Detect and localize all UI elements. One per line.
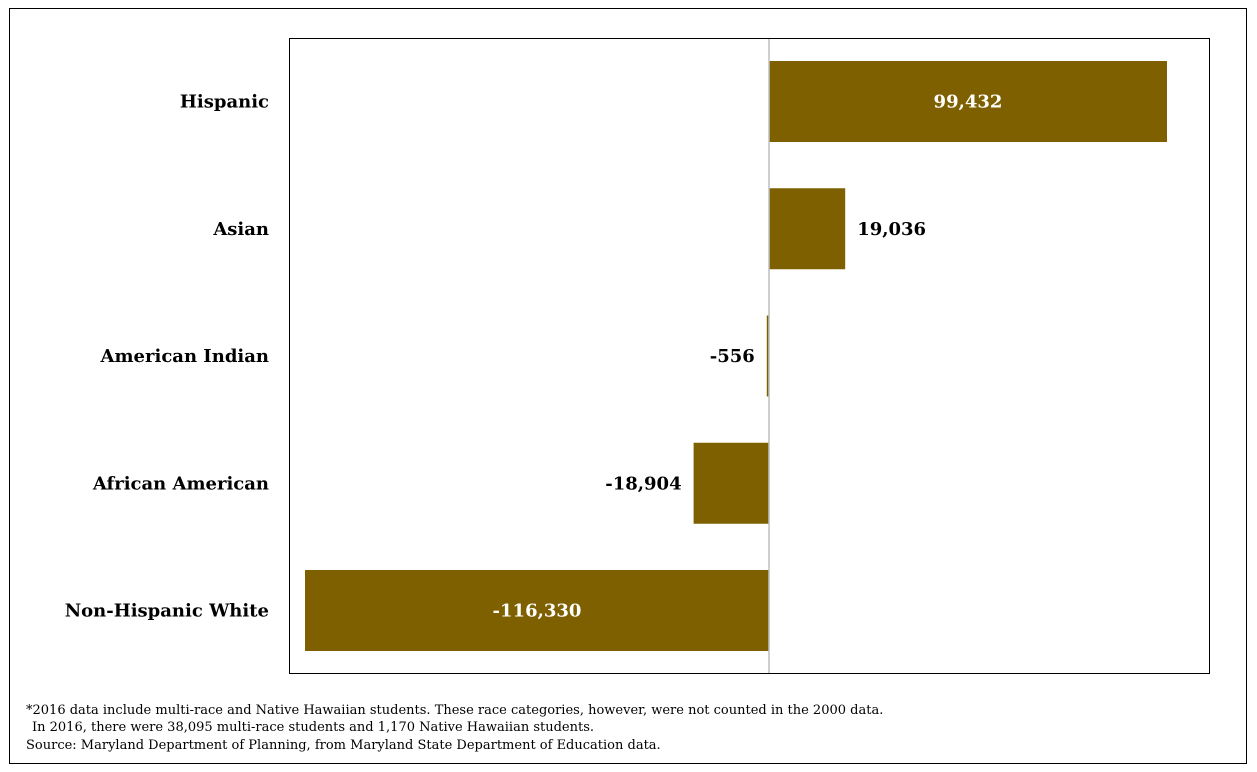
footnote-line-1: *2016 data include multi-race and Native…: [26, 703, 884, 718]
data-label: -116,330: [493, 601, 582, 622]
data-label: 19,036: [857, 219, 926, 240]
category-label: Asian: [212, 219, 269, 240]
bar-asian: [769, 188, 846, 270]
figure-frame: [9, 8, 1247, 764]
data-label: -556: [710, 346, 755, 367]
bar-american-indian: [766, 315, 769, 397]
footnote-line-2: In 2016, there were 38,095 multi-race st…: [32, 720, 595, 735]
data-label: -18,904: [605, 473, 681, 494]
category-label: American Indian: [100, 346, 269, 367]
bar-hispanic: [769, 61, 1167, 142]
category-label: Non-Hispanic White: [65, 601, 269, 622]
bar-non-hispanic-white: [305, 570, 769, 651]
category-label: African American: [92, 473, 269, 494]
bar-african-american: [693, 442, 769, 524]
plot-area-border: [289, 38, 1210, 674]
data-label: 99,432: [934, 92, 1003, 113]
source-note: Source: Maryland Department of Planning,…: [26, 738, 661, 753]
category-label: Hispanic: [180, 92, 269, 113]
